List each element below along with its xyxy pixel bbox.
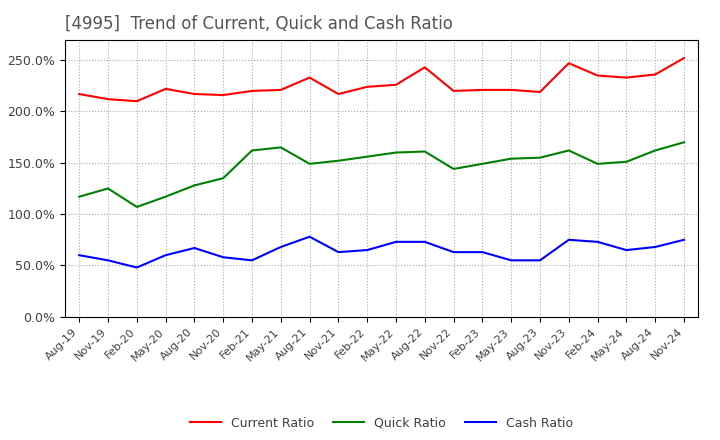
Current Ratio: [680, 55, 688, 61]
Line: Current Ratio: Current Ratio: [79, 58, 684, 101]
Current Ratio: [564, 61, 573, 66]
Quick Ratio: [507, 156, 516, 161]
Current Ratio: [219, 92, 228, 98]
Cash Ratio: [593, 239, 602, 245]
Line: Quick Ratio: Quick Ratio: [79, 142, 684, 207]
Cash Ratio: [622, 247, 631, 253]
Quick Ratio: [248, 148, 256, 153]
Current Ratio: [536, 89, 544, 95]
Current Ratio: [651, 72, 660, 77]
Current Ratio: [276, 87, 285, 92]
Cash Ratio: [420, 239, 429, 245]
Quick Ratio: [276, 145, 285, 150]
Cash Ratio: [363, 247, 372, 253]
Cash Ratio: [392, 239, 400, 245]
Quick Ratio: [536, 155, 544, 160]
Cash Ratio: [248, 258, 256, 263]
Cash Ratio: [219, 255, 228, 260]
Quick Ratio: [392, 150, 400, 155]
Cash Ratio: [564, 237, 573, 242]
Current Ratio: [507, 87, 516, 92]
Quick Ratio: [132, 204, 141, 209]
Current Ratio: [334, 92, 343, 97]
Cash Ratio: [190, 246, 199, 251]
Current Ratio: [363, 84, 372, 89]
Quick Ratio: [161, 194, 170, 199]
Cash Ratio: [276, 244, 285, 249]
Current Ratio: [104, 96, 112, 102]
Current Ratio: [392, 82, 400, 88]
Current Ratio: [161, 86, 170, 92]
Quick Ratio: [622, 159, 631, 165]
Cash Ratio: [75, 253, 84, 258]
Cash Ratio: [536, 258, 544, 263]
Current Ratio: [75, 92, 84, 97]
Quick Ratio: [334, 158, 343, 163]
Current Ratio: [305, 75, 314, 80]
Quick Ratio: [593, 161, 602, 166]
Quick Ratio: [680, 139, 688, 145]
Quick Ratio: [190, 183, 199, 188]
Text: [4995]  Trend of Current, Quick and Cash Ratio: [4995] Trend of Current, Quick and Cash …: [65, 15, 453, 33]
Current Ratio: [420, 65, 429, 70]
Quick Ratio: [305, 161, 314, 166]
Cash Ratio: [334, 249, 343, 255]
Cash Ratio: [507, 258, 516, 263]
Cash Ratio: [104, 258, 112, 263]
Current Ratio: [248, 88, 256, 94]
Quick Ratio: [363, 154, 372, 159]
Current Ratio: [622, 75, 631, 80]
Cash Ratio: [305, 234, 314, 239]
Quick Ratio: [75, 194, 84, 199]
Cash Ratio: [132, 265, 141, 270]
Cash Ratio: [680, 237, 688, 242]
Cash Ratio: [478, 249, 487, 255]
Current Ratio: [593, 73, 602, 78]
Current Ratio: [449, 88, 458, 94]
Quick Ratio: [564, 148, 573, 153]
Legend: Current Ratio, Quick Ratio, Cash Ratio: Current Ratio, Quick Ratio, Cash Ratio: [185, 412, 578, 435]
Current Ratio: [132, 99, 141, 104]
Cash Ratio: [161, 253, 170, 258]
Quick Ratio: [219, 176, 228, 181]
Cash Ratio: [449, 249, 458, 255]
Current Ratio: [190, 92, 199, 97]
Quick Ratio: [449, 166, 458, 172]
Line: Cash Ratio: Cash Ratio: [79, 237, 684, 268]
Quick Ratio: [104, 186, 112, 191]
Quick Ratio: [651, 148, 660, 153]
Cash Ratio: [651, 244, 660, 249]
Quick Ratio: [478, 161, 487, 166]
Quick Ratio: [420, 149, 429, 154]
Current Ratio: [478, 87, 487, 92]
